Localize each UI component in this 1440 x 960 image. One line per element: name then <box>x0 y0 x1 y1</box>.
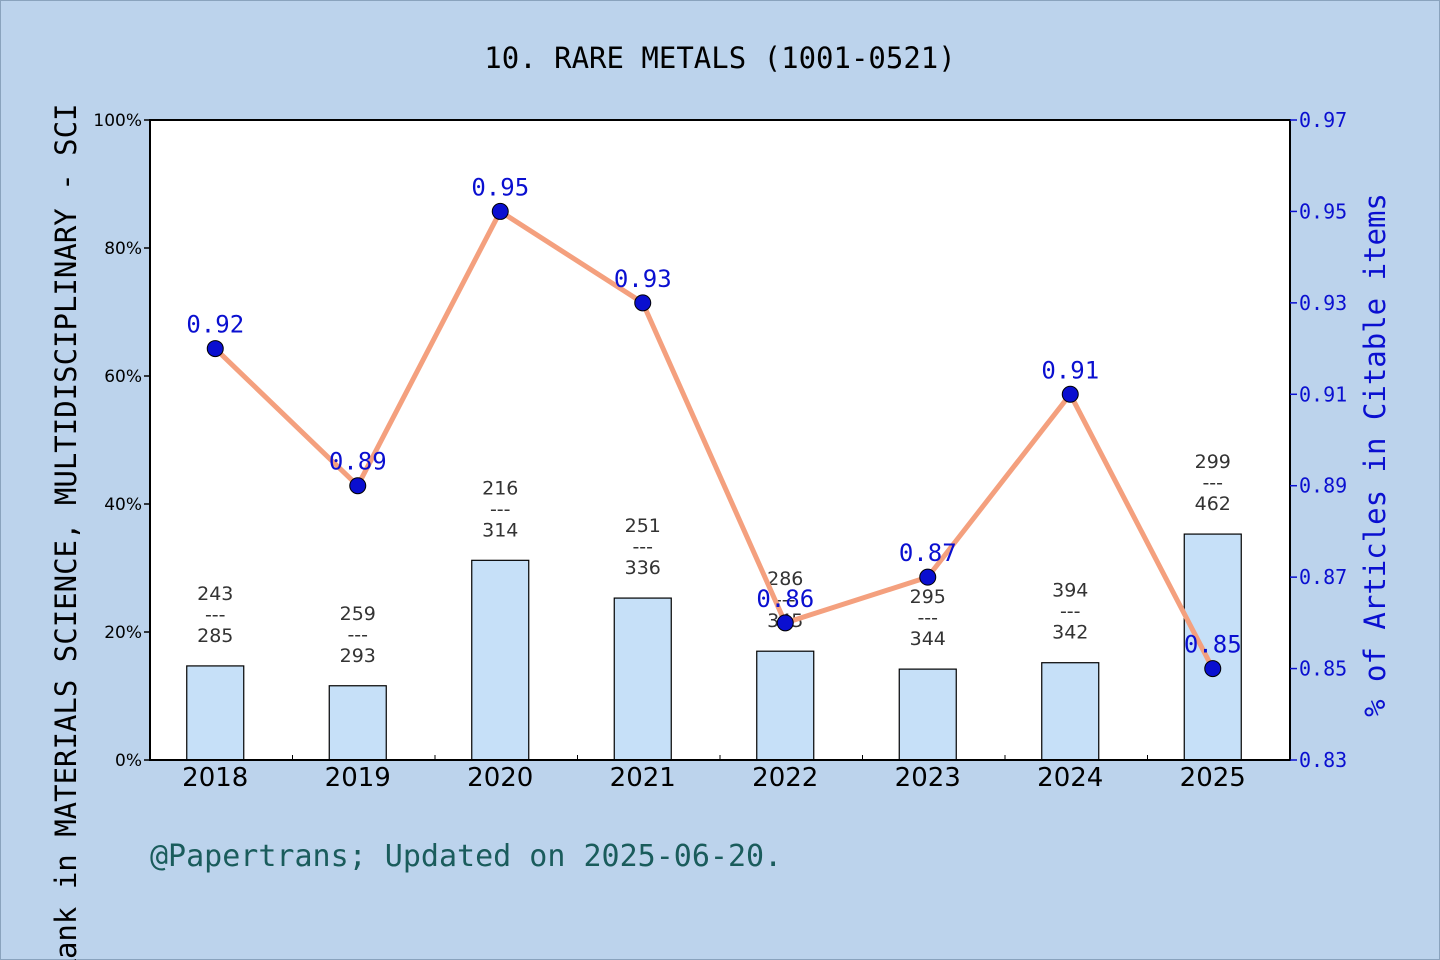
bar <box>1041 662 1100 761</box>
bar <box>898 668 957 761</box>
right-tick-label: 0.95 <box>1299 199 1347 223</box>
line-point <box>634 294 652 312</box>
bar-rank-label: 295 <box>910 586 946 608</box>
bar-separator: --- <box>205 604 226 626</box>
x-axis: 2018 2019 2020 2021 2022 2023 2024 2025 <box>149 755 1291 793</box>
right-tick-label: 0.89 <box>1299 474 1347 498</box>
bar-rank-label: 251 <box>625 515 661 537</box>
bar-separator: --- <box>1202 472 1223 494</box>
bar-total-label: 293 <box>340 645 376 667</box>
left-tick-label: 40% <box>104 495 142 515</box>
right-axis: 0.83 0.85 0.87 0.89 0.91 0.93 0.95 0.97 <box>1290 108 1347 772</box>
point-value-label: 0.86 <box>756 585 814 613</box>
bar <box>613 597 672 761</box>
bar-total-label: 285 <box>197 625 233 647</box>
plot-area <box>150 120 1290 760</box>
point-value-label: 0.87 <box>899 539 957 567</box>
right-tick-label: 0.87 <box>1299 565 1347 589</box>
right-axis-label: % of Articles in Citable items <box>1358 193 1392 717</box>
bar-separator: --- <box>347 624 368 646</box>
bar-rank-label: 259 <box>340 603 376 625</box>
line-series <box>212 208 1216 672</box>
bar-rank-label: 286 <box>767 568 803 590</box>
chart-title: 10. RARE METALS (1001-0521) <box>484 41 955 75</box>
bar <box>186 665 245 761</box>
line-points <box>206 202 1222 678</box>
left-tick-label: 20% <box>104 623 142 643</box>
left-tick-label: 0% <box>115 751 142 771</box>
x-tick-label: 2022 <box>752 763 818 793</box>
bar-separator: --- <box>917 607 938 629</box>
x-tick-label: 2024 <box>1037 763 1103 793</box>
x-tick-label: 2023 <box>895 763 961 793</box>
bar-rank-label: 299 <box>1195 451 1231 473</box>
left-tick-label: 80% <box>104 239 142 259</box>
x-tick-label: 2020 <box>467 763 533 793</box>
right-tick-label: 0.83 <box>1299 748 1347 772</box>
point-value-label: 0.89 <box>329 448 387 476</box>
bar-total-label: 344 <box>910 628 946 650</box>
line-point <box>1061 385 1079 403</box>
left-axis: 0% 20% 40% 60% 80% 100% <box>93 111 150 771</box>
x-tick-label: 2019 <box>325 763 391 793</box>
line-point <box>776 614 794 632</box>
x-tick-label: 2021 <box>610 763 676 793</box>
bar <box>756 650 815 761</box>
line-point <box>206 340 224 358</box>
footer-credit: @Papertrans; Updated on 2025-06-20. <box>150 839 782 874</box>
bar-rank-label: 394 <box>1052 580 1088 602</box>
line-point <box>491 202 509 220</box>
bar-separator: --- <box>632 536 653 558</box>
bar <box>328 685 387 761</box>
point-labels: 0.92 0.89 0.95 0.93 0.86 0.87 0.91 0.85 <box>186 173 1241 658</box>
bar-separator: --- <box>490 498 511 520</box>
point-value-label: 0.95 <box>471 173 529 201</box>
bar-total-label: 336 <box>625 557 661 579</box>
left-tick-label: 100% <box>93 111 142 131</box>
bar-rank-label: 243 <box>197 583 233 605</box>
right-tick-label: 0.97 <box>1299 108 1347 132</box>
point-value-label: 0.85 <box>1184 631 1242 659</box>
bar <box>471 559 530 761</box>
line-point <box>1204 660 1222 678</box>
line-point <box>349 477 367 495</box>
x-tick-label: 2018 <box>182 763 248 793</box>
bar-separator: --- <box>1060 601 1081 623</box>
point-value-label: 0.93 <box>614 265 672 293</box>
bar-rank-label: 216 <box>482 477 518 499</box>
right-tick-label: 0.85 <box>1299 657 1347 681</box>
bar-total-label: 462 <box>1195 493 1231 515</box>
left-tick-label: 60% <box>104 367 142 387</box>
bar-total-label: 342 <box>1052 622 1088 644</box>
point-value-label: 0.92 <box>186 311 244 339</box>
point-value-label: 0.91 <box>1041 356 1099 384</box>
right-tick-label: 0.93 <box>1299 291 1347 315</box>
x-tick-label: 2025 <box>1180 763 1246 793</box>
bar <box>1183 533 1242 761</box>
line-point <box>919 568 937 586</box>
bar-total-label: 314 <box>482 519 518 541</box>
left-axis-label: Rank in MATERIALS SCIENCE, MULTIDISCIPLI… <box>49 104 83 960</box>
right-tick-label: 0.91 <box>1299 382 1347 406</box>
